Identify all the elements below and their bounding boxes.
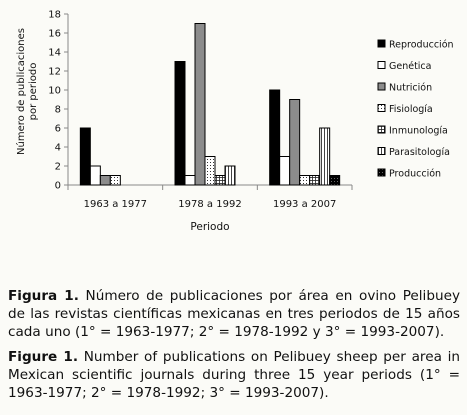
x-tick-label: 1993 a 2007 (273, 199, 336, 210)
y-axis-title: Número de publicacionespor periodo (15, 28, 39, 155)
y-tick-label: 12 (48, 67, 61, 78)
x-tick-label: 1978 a 1992 (178, 199, 241, 210)
legend-label: Producción (389, 169, 441, 180)
caption-label-spanish: Figura 1. (8, 288, 79, 304)
bar-chart: 0 2 4 6 8 10 12 14 16 18 1963 a 1977 1978 a 1992 199… (15, 10, 454, 234)
bar (214, 175, 226, 186)
y-tick-label: 0 (55, 181, 61, 192)
bar (224, 165, 236, 186)
bar (329, 175, 341, 186)
chart-area: 0 2 4 6 8 10 12 14 16 18 1963 a 1977 1978 a 1992 199… (15, 10, 454, 234)
bar (269, 89, 281, 186)
legend-label: Inmunología (389, 126, 448, 137)
legend-label: Reproducción (389, 40, 454, 51)
bar (319, 127, 331, 186)
caption-label-english: Figure 1. (8, 349, 79, 365)
bar (289, 99, 301, 186)
figure-caption-english: Figure 1. Number of publications on Peli… (8, 348, 460, 402)
caption-text-spanish: Número de publicaciones por área en ovin… (8, 288, 460, 340)
y-tick-label: 16 (48, 29, 61, 40)
bar (309, 175, 321, 186)
bar (194, 23, 206, 186)
legend-swatch (377, 82, 386, 91)
bars (79, 23, 341, 186)
bar (299, 175, 311, 186)
y-tick-label: 14 (48, 48, 61, 59)
x-tick-label: 1963 a 1977 (84, 199, 147, 210)
y-tick-label: 4 (55, 143, 61, 154)
legend-swatch (377, 125, 386, 134)
bar (89, 165, 101, 186)
legend-swatch (377, 39, 386, 48)
figure-caption-spanish: Figura 1. Número de publicaciones por ár… (8, 287, 460, 341)
bar (279, 156, 291, 186)
legend-swatch (377, 61, 386, 69)
bar (204, 156, 216, 186)
legend-label: Genética (389, 61, 431, 72)
y-tick-label: 10 (48, 86, 61, 97)
y-tick-label: 6 (55, 124, 61, 135)
legend-label: Fisiología (389, 104, 433, 115)
x-axis-title: Periodo (190, 221, 229, 233)
bar (99, 175, 111, 186)
legend-swatch (377, 147, 386, 155)
bar (109, 175, 121, 186)
y-tick-label: 2 (55, 162, 61, 173)
caption-text-english: Number of publications on Pelibuey sheep… (8, 349, 460, 401)
y-tick-label: 18 (48, 10, 61, 21)
bar (174, 61, 186, 186)
legend-swatch (377, 104, 386, 112)
legend-label: Nutrición (389, 83, 432, 94)
y-tick-label: 8 (55, 105, 61, 116)
bar (184, 175, 196, 186)
legend-label: Parasitología (389, 147, 450, 158)
bar (79, 127, 91, 186)
legend: Reproducción Genética Nutrición Fisiología I… (377, 39, 454, 180)
axis-labels: 0 2 4 6 8 10 12 14 16 18 1963 a 1977 1978 a 1992 199… (15, 10, 336, 234)
legend-swatch (377, 168, 386, 177)
